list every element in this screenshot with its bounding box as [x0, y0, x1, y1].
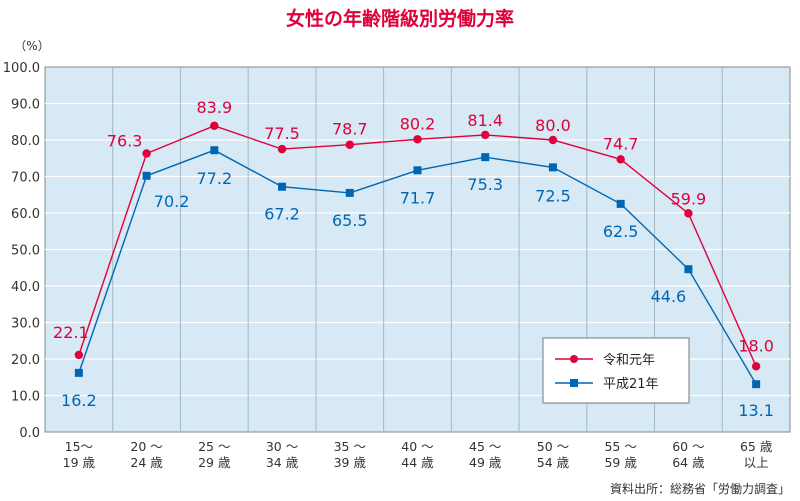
x-tick-label: 40 ～: [401, 439, 433, 454]
legend-marker-reiwa: [570, 355, 578, 363]
x-tick-label: 15～: [65, 439, 93, 454]
x-tick-label: 20 ～: [130, 439, 162, 454]
data-point-reiwa: [413, 135, 422, 144]
x-axis: 15～19 歳 20 ～24 歳 25 ～29 歳 30 ～34 歳 35 ～39 歳 4…: [63, 439, 773, 470]
y-tick-label: 10.0: [11, 390, 40, 405]
x-tick-label: 34 歳: [266, 455, 299, 470]
data-label-reiwa: 81.4: [467, 111, 503, 130]
data-label-heisei: 70.2: [154, 192, 190, 211]
y-tick-label: 90.0: [11, 98, 40, 113]
data-point-reiwa: [481, 130, 490, 140]
x-tick-label: 30 ～: [266, 439, 298, 454]
data-point-heisei: [752, 380, 761, 389]
y-tick-label: 100.0: [3, 61, 40, 76]
data-point-reiwa: [684, 209, 693, 218]
data-point-heisei: [548, 163, 557, 172]
data-point-heisei: [210, 146, 219, 155]
x-tick-label: 以上: [744, 455, 769, 470]
data-label-reiwa: 80.2: [400, 114, 436, 133]
legend-box: [542, 337, 690, 404]
data-point-heisei: [616, 199, 625, 208]
data-point-heisei: [142, 171, 151, 180]
data-labels: 22.1 76.3 83.9 77.5 78.7 80.2 81.4 80.0 74.7 59.9…: [53, 98, 774, 420]
data-label-heisei: 72.5: [535, 186, 571, 205]
x-tick-label: 25 ～: [198, 439, 230, 454]
y-tick-label: 80.0: [11, 134, 40, 149]
data-label-heisei: 44.6: [651, 287, 687, 306]
data-point-reiwa: [277, 144, 287, 154]
y-axis-unit: （%）: [14, 39, 49, 53]
legend-label-heisei: 平成21年: [603, 377, 659, 392]
data-label-reiwa: 76.3: [107, 132, 143, 151]
x-tick-label: 50 ～: [537, 439, 569, 454]
data-point-heisei: [345, 188, 354, 197]
y-tick-label: 40.0: [11, 280, 40, 295]
data-label-heisei: 62.5: [603, 222, 639, 241]
legend: 令和元年 平成21年: [542, 337, 690, 404]
y-axis: 0.0 10.0 20.0 30.0 40.0 50.0 60.0 70.0 80.0 90.0 1…: [3, 61, 40, 441]
legend-label-reiwa: 令和元年: [603, 353, 655, 368]
data-label-heisei: 65.5: [332, 211, 368, 230]
data-point-reiwa: [548, 135, 558, 145]
x-tick-label: 55 ～: [604, 439, 636, 454]
x-tick-label: 54 歳: [537, 455, 570, 470]
data-point-reiwa: [751, 362, 761, 371]
x-tick-label: 60 ～: [672, 439, 704, 454]
data-label-reiwa: 74.7: [603, 134, 639, 153]
data-label-reiwa: 77.5: [264, 124, 300, 143]
y-tick-label: 60.0: [11, 207, 40, 222]
y-tick-label: 50.0: [11, 244, 40, 259]
data-point-heisei: [413, 166, 422, 175]
chart-title: 女性の年齢階級別労働力率: [286, 7, 514, 30]
x-tick-label: 49 歳: [469, 455, 502, 470]
x-tick-label: 64 歳: [672, 455, 705, 470]
data-point-heisei: [74, 368, 83, 377]
data-point-reiwa: [74, 350, 84, 360]
data-label-heisei: 71.7: [400, 188, 436, 207]
x-tick-label: 29 歳: [198, 455, 231, 470]
data-point-heisei: [481, 153, 490, 162]
data-point-reiwa: [210, 121, 219, 130]
y-tick-label: 0.0: [19, 426, 40, 441]
x-tick-label: 24 歳: [130, 455, 163, 470]
x-tick-label: 59 歳: [604, 455, 637, 470]
data-label-heisei: 13.1: [738, 401, 774, 420]
series-group: [74, 121, 761, 389]
data-label-reiwa: 80.0: [535, 116, 571, 135]
data-label-reiwa: 59.9: [671, 189, 707, 208]
data-label-reiwa: 22.1: [53, 323, 89, 342]
data-point-reiwa: [616, 155, 625, 164]
legend-marker-heisei: [570, 379, 578, 387]
data-label-heisei: 67.2: [264, 205, 300, 224]
x-tick-label: 39 歳: [334, 455, 367, 470]
data-point-heisei: [684, 265, 693, 274]
y-tick-label: 30.0: [11, 317, 40, 332]
x-tick-label: 45 ～: [469, 439, 501, 454]
x-tick-label: 44 歳: [401, 455, 434, 470]
data-label-reiwa: 83.9: [197, 98, 233, 117]
data-point-reiwa: [142, 149, 151, 158]
x-tick-label: 65 歳: [740, 439, 773, 454]
data-label-heisei: 75.3: [467, 175, 503, 194]
data-point-heisei: [278, 182, 287, 191]
x-tick-label: 19 歳: [63, 455, 96, 470]
data-label-reiwa: 78.7: [332, 120, 368, 139]
data-point-reiwa: [345, 140, 354, 149]
data-label-heisei: 16.2: [61, 391, 97, 410]
y-tick-label: 20.0: [11, 353, 40, 368]
x-tick-label: 35 ～: [334, 439, 366, 454]
data-label-heisei: 77.2: [197, 169, 233, 188]
y-tick-label: 70.0: [11, 171, 40, 186]
source-note: 資料出所：総務省「労働力調査」: [610, 482, 790, 496]
data-label-reiwa: 18.0: [738, 336, 774, 355]
